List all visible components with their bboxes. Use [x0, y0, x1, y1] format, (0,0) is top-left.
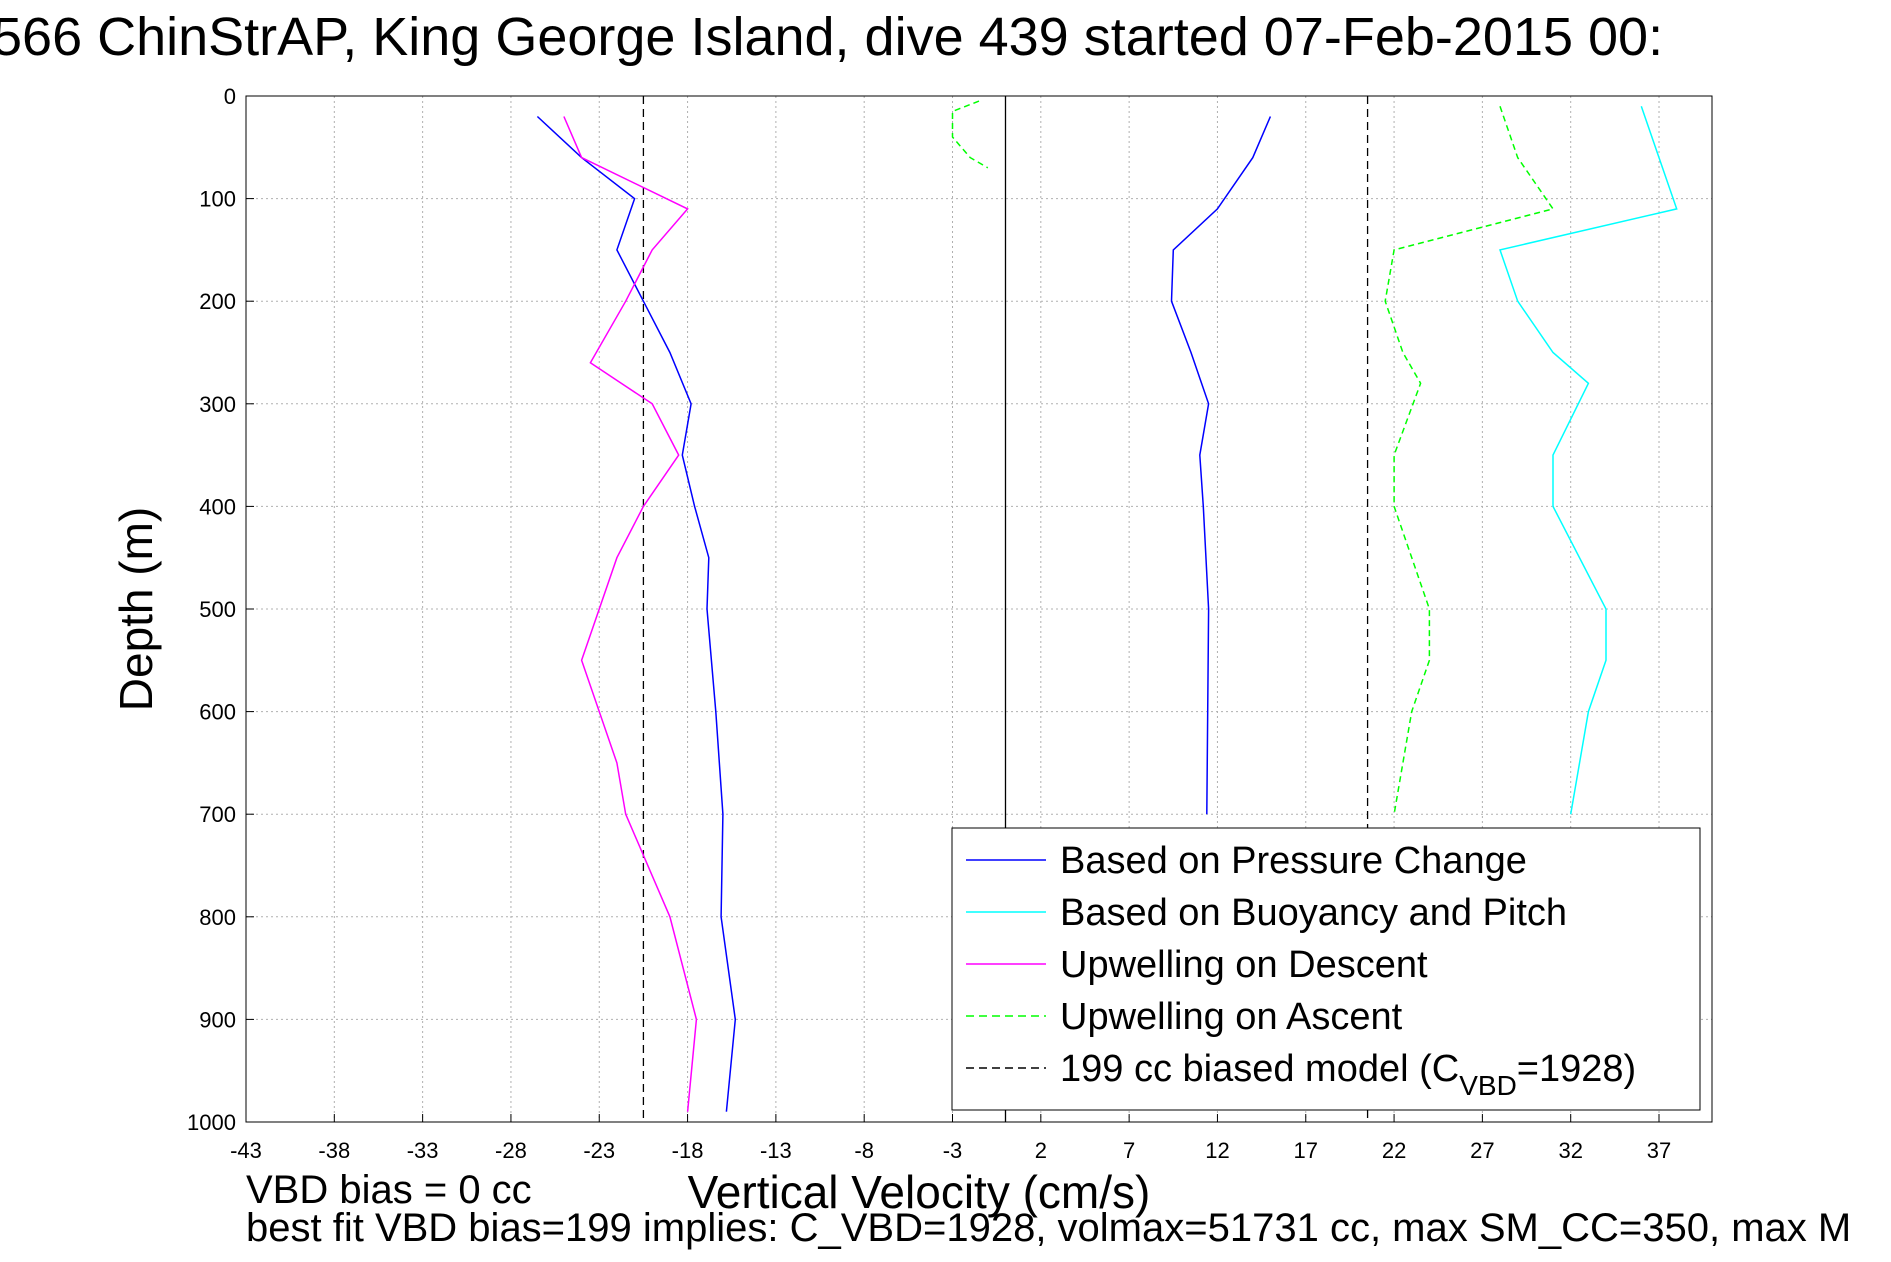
x-tick-label: 17 — [1294, 1138, 1318, 1163]
x-tick-label: -33 — [407, 1138, 439, 1163]
legend-label-suffix: =1928) — [1517, 1048, 1636, 1090]
x-tick-label: -43 — [230, 1138, 262, 1163]
series-line — [951, 100, 989, 169]
y-tick-label: 0 — [224, 84, 236, 109]
x-tick-label: -8 — [854, 1138, 874, 1163]
legend-label: Based on Pressure Change — [1060, 840, 1527, 882]
y-tick-label: 900 — [199, 1007, 236, 1032]
y-tick-label: 600 — [199, 700, 236, 725]
x-axis-label: Vertical Velocity (cm/s) — [688, 1166, 1151, 1218]
x-tick-label: 32 — [1558, 1138, 1582, 1163]
legend-label-main: Upwelling on Ascent — [1060, 996, 1403, 1038]
x-tick-label: 12 — [1205, 1138, 1229, 1163]
y-tick-label: 100 — [199, 187, 236, 212]
x-tick-label: 27 — [1470, 1138, 1494, 1163]
x-tick-label: 37 — [1647, 1138, 1671, 1163]
y-tick-label: 500 — [199, 597, 236, 622]
legend-label: Upwelling on Ascent — [1060, 996, 1403, 1038]
x-tick-label: -13 — [760, 1138, 792, 1163]
best-fit-note: best fit VBD bias=199 implies: C_VBD=192… — [246, 1206, 1852, 1250]
x-tick-label: -38 — [318, 1138, 350, 1163]
chart-title: 566 ChinStrAP, King George Island, dive … — [0, 7, 1664, 67]
y-tick-label: 200 — [199, 289, 236, 314]
y-tick-label: 300 — [199, 392, 236, 417]
series-line — [1499, 106, 1678, 815]
y-axis-label: Depth (m) — [110, 507, 162, 711]
legend-label-main: Based on Pressure Change — [1060, 840, 1527, 882]
legend-label: Based on Buoyancy and Pitch — [1060, 892, 1567, 934]
legend-label: 199 cc biased model (CVBD=1928) — [1060, 1048, 1636, 1101]
series-line — [536, 115, 737, 1112]
x-tick-label: -23 — [583, 1138, 615, 1163]
x-tick-label: 2 — [1035, 1138, 1047, 1163]
x-tick-label: -18 — [672, 1138, 704, 1163]
series-line — [1170, 116, 1272, 815]
vbd-bias-note: VBD bias = 0 cc — [246, 1168, 532, 1212]
x-tick-label: -3 — [943, 1138, 963, 1163]
x-tick-label: 7 — [1123, 1138, 1135, 1163]
y-tick-label: 400 — [199, 494, 236, 519]
x-tick-label: -28 — [495, 1138, 527, 1163]
series-layer — [536, 100, 1678, 1112]
y-tick-label: 700 — [199, 802, 236, 827]
y-tick-label: 1000 — [187, 1110, 236, 1135]
x-tick-label: 22 — [1382, 1138, 1406, 1163]
legend: Based on Pressure Change Based on Buoyanc… — [951, 827, 1701, 1111]
legend-label-main: Upwelling on Descent — [1060, 944, 1428, 986]
legend-label-main: Based on Buoyancy and Pitch — [1060, 892, 1567, 934]
tick-layer: -43 -38 -33 -28 -23 -18 -13 -8 -3 2 7 12 17 22 27 32 370… — [187, 84, 1671, 1163]
legend-label-main: 199 cc biased model (C — [1060, 1048, 1459, 1090]
series-line — [1384, 106, 1555, 815]
y-tick-label: 800 — [199, 905, 236, 930]
legend-label-subscript: VBD — [1459, 1070, 1517, 1101]
legend-box — [951, 827, 1701, 1111]
series-line — [563, 116, 698, 1112]
legend-label: Upwelling on Descent — [1060, 944, 1428, 986]
